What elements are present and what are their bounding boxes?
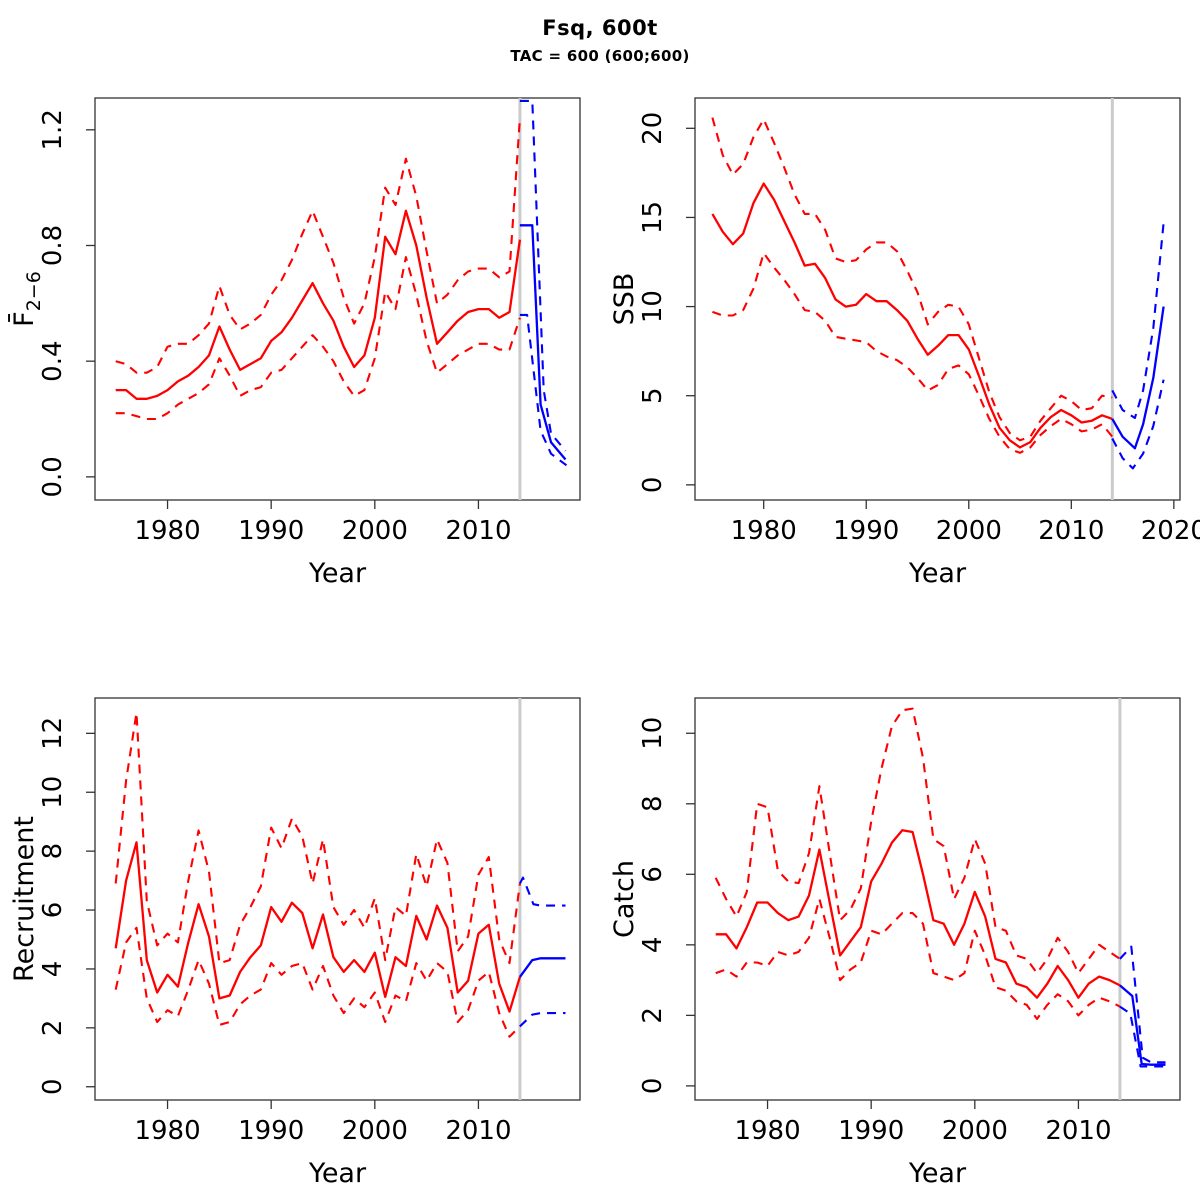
panel-catch: 1980 1990 2000 2010 Year 0 2 4 6 8 10 Catch	[609, 697, 1181, 1189]
fbar-y-tick-label: 0.8	[38, 225, 68, 266]
ssb-y-tick-label: 15	[638, 201, 668, 234]
catch-x-tick-label: 1980	[734, 1116, 800, 1146]
fbar-historic-median	[115, 209, 522, 400]
catch-x-tick-label: 2010	[1045, 1116, 1111, 1146]
recruitment-y-axis-title: Recruitment	[9, 816, 40, 982]
ssb-x-tick-label: 1990	[833, 516, 899, 546]
ssb-x-tick-label: 2010	[1038, 516, 1104, 546]
recruitment-x-tick-label: 2000	[342, 1116, 408, 1146]
recruitment-x-axis-title: Year	[308, 1158, 367, 1189]
fbar-x-tick-label: 2000	[342, 516, 408, 546]
catch-y-tick-label: 10	[638, 717, 668, 750]
fbar-x-axis: 1980 1990 2000 2010 Year	[134, 500, 512, 589]
recruitment-historic-upper	[114, 711, 521, 965]
ssb-y-axis-title: SSB	[609, 273, 640, 326]
catch-y-tick-label: 6	[638, 866, 668, 883]
recruitment-y-tick-label: 0	[38, 1078, 68, 1095]
catch-historic-median	[715, 829, 1121, 999]
catch-x-tick-label: 2000	[942, 1116, 1008, 1146]
panel-recruitment: 1980 1990 2000 2010 Year 0 2 4 6 8 10 12 Recruitment	[9, 697, 581, 1189]
ssb-plot-frame	[694, 97, 1181, 501]
ssb-x-tick-label: 2000	[936, 516, 1002, 546]
fbar-forecast-median	[519, 224, 567, 461]
fbar-historic-upper	[115, 118, 521, 374]
ssb-y-tick-label: 20	[638, 112, 668, 145]
fbar-x-axis-title: Year	[308, 558, 367, 589]
catch-y-tick-label: 0	[638, 1078, 668, 1095]
fbar-forecast-lower	[519, 313, 568, 467]
recruitment-y-tick-label: 8	[38, 843, 68, 860]
ssb-y-tick-label: 0	[638, 477, 668, 494]
catch-y-axis-title: Catch	[609, 860, 640, 938]
recruitment-x-tick-label: 2010	[445, 1116, 511, 1146]
catch-x-tick-label: 1990	[838, 1116, 904, 1146]
recruitment-historic-median	[114, 841, 522, 1013]
fbar-plot-frame	[94, 97, 581, 501]
ssb-historic-upper	[711, 117, 1113, 442]
ssb-historic-lower	[712, 252, 1114, 454]
recruitment-forecast-upper	[518, 876, 566, 907]
recruitment-historic-lower	[114, 926, 521, 1038]
catch-y-tick-label: 8	[638, 796, 668, 813]
ssb-x-tick-label: 1980	[731, 516, 797, 546]
fbar-historic-lower	[115, 256, 521, 421]
fbar-y-tick-label: 1.2	[38, 109, 68, 150]
recruitment-forecast-lower	[519, 1012, 566, 1028]
recruitment-forecast-median	[518, 957, 566, 978]
catch-y-tick-label: 4	[638, 937, 668, 954]
recruitment-plot-frame	[94, 697, 581, 1101]
fbar-y-axis-title: F̄2−6	[8, 271, 45, 327]
ssb-forecast-upper	[1111, 222, 1165, 420]
recruitment-y-tick-label: 2	[38, 1020, 68, 1037]
fbar-x-tick-label: 1980	[134, 516, 200, 546]
fbar-forecast-upper	[519, 99, 567, 452]
ssb-forecast-median	[1111, 306, 1165, 450]
recruitment-y-tick-label: 10	[38, 776, 68, 809]
ssb-y-axis: 0 5 10 15 20 SSB	[609, 112, 695, 493]
recruitment-x-axis: 1980 1990 2000 2010 Year	[134, 1100, 512, 1189]
catch-forecast-median	[1119, 984, 1166, 1066]
catch-historic-upper	[714, 707, 1121, 975]
ssb-x-tick-label: 2020	[1141, 516, 1200, 546]
fbar-y-axis: 0.0 0.4 0.8 1.2 F̄2−6	[8, 109, 95, 498]
recruitment-y-tick-label: 12	[38, 717, 68, 750]
catch-x-axis-title: Year	[908, 1158, 967, 1189]
fbar-y-tick-label: 0.4	[38, 341, 68, 382]
ssb-x-axis: 1980 1990 2000 2010 2020 Year	[731, 500, 1200, 589]
catch-x-axis: 1980 1990 2000 2010 Year	[734, 1100, 1112, 1189]
catch-plot-frame	[694, 697, 1181, 1101]
panel-ssb: 1980 1990 2000 2010 2020 Year 0 5 10 15 20 SSB	[609, 97, 1200, 589]
fbar-x-tick-label: 2010	[445, 516, 511, 546]
catch-historic-lower	[715, 897, 1121, 1020]
ssb-y-tick-label: 5	[638, 387, 668, 404]
catch-forecast-upper	[1119, 945, 1166, 1064]
panel-fbar: 1980 1990 2000 2010 Year 0.0 0.4 0.8 1.2 F̄2−6	[8, 97, 581, 589]
recruitment-y-tick-label: 4	[38, 961, 68, 978]
fbar-y-tick-label: 0.0	[38, 456, 68, 497]
ssb-forecast-lower	[1111, 379, 1165, 470]
page-subtitle: TAC = 600 (600;600)	[510, 47, 690, 65]
recruitment-x-tick-label: 1980	[134, 1116, 200, 1146]
ssb-x-axis-title: Year	[908, 558, 967, 589]
catch-forecast-lower	[1119, 1005, 1166, 1068]
fbar-x-tick-label: 1990	[238, 516, 304, 546]
recruitment-y-tick-label: 6	[38, 902, 68, 919]
page-title: Fsq, 600t	[542, 16, 658, 40]
catch-y-tick-label: 2	[638, 1007, 668, 1024]
recruitment-y-axis: 0 2 4 6 8 10 12 Recruitment	[9, 717, 95, 1095]
ssb-historic-median	[711, 182, 1113, 449]
ssb-y-tick-label: 10	[638, 290, 668, 323]
recruitment-x-tick-label: 1990	[238, 1116, 304, 1146]
catch-y-axis: 0 2 4 6 8 10 Catch	[609, 717, 695, 1094]
